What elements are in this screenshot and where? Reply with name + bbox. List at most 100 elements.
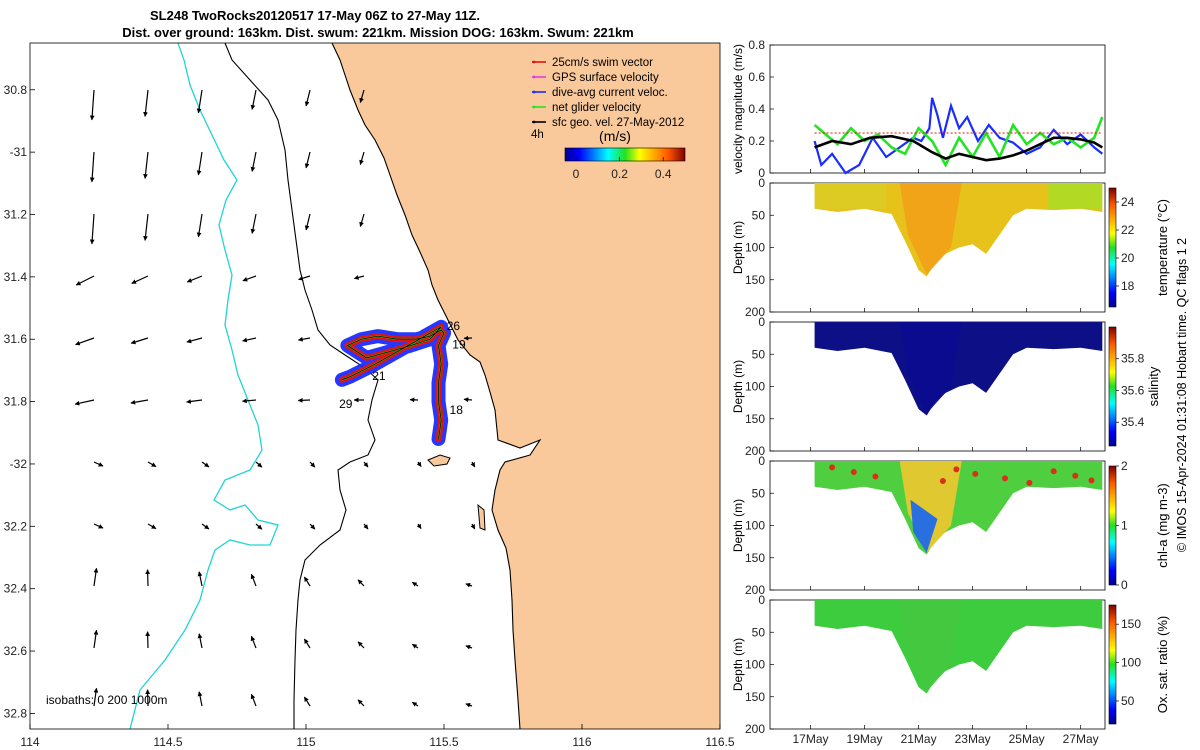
- velocity-arrow: [297, 397, 311, 403]
- chla-section-colorbar: [1108, 465, 1117, 586]
- colorbar-tick-label: 0: [1121, 578, 1128, 592]
- velocity-arrow: [242, 337, 257, 343]
- track-path: [341, 326, 445, 440]
- velocity-arrow: [89, 151, 95, 183]
- colorbar-tick-label: 35.4: [1121, 415, 1145, 429]
- velocity-arrow: [143, 151, 149, 179]
- imos-credit-label: © IMOS 15-Apr-2024 01:31:08 Hobart time.…: [1175, 238, 1189, 552]
- velocity-arrow: [197, 571, 203, 587]
- velocity-arrow: [147, 523, 157, 530]
- section-y-tick-label: 100: [745, 658, 765, 672]
- section-ylabel: Depth (m): [731, 221, 745, 274]
- section-y-tick-label: 200: [745, 305, 765, 319]
- velocity-arrow: [93, 523, 104, 529]
- section-y-tick-label: 50: [752, 347, 766, 361]
- velocity-arrow: [304, 213, 311, 231]
- chla-section-deep: [910, 499, 938, 553]
- temperature-section-colorbar: [1108, 187, 1117, 308]
- velocity-arrow: [186, 337, 203, 344]
- salinity-section-panel: 0 50 100 150 200 Depth (m) 35.4 35.6 35.8salinit…: [731, 315, 1161, 458]
- section-y-tick-label: 150: [745, 412, 765, 426]
- velocity-series: [813, 97, 1104, 175]
- velocity-arrow: [416, 523, 422, 529]
- velocity-arrow: [303, 576, 311, 587]
- date-tick-label: 19May: [847, 732, 883, 746]
- land-area: [332, 43, 720, 729]
- velocity-arrow: [197, 633, 203, 649]
- velocity-arrow: [309, 523, 316, 530]
- section-y-tick-label: 0: [758, 315, 765, 329]
- velocity-arrow: [89, 89, 95, 121]
- velocity-arrow: [298, 275, 311, 281]
- velocity-ylabel: velocity magnitude (m/s): [731, 44, 745, 174]
- velocity-arrow: [250, 151, 257, 172]
- map-y-tick-label: 32.8: [4, 706, 28, 720]
- velocity-smoothed-line: [814, 134, 1103, 162]
- colorbar-tick-label: 100: [1121, 656, 1141, 670]
- velocity-arrow: [75, 337, 95, 346]
- oxygen-section-panel: 0 50 100 150 200 Depth (m) 50 100 150 Ox. sat. ra…: [731, 593, 1170, 736]
- colorbar-tick-label: 2: [1121, 459, 1128, 473]
- figure-title-line2: Dist. over ground: 163km. Dist. swum: 22…: [122, 25, 634, 40]
- section-y-tick-label: 200: [745, 722, 765, 736]
- velocity-net-line: [813, 116, 1104, 168]
- legend-marker: [532, 60, 536, 64]
- chla-section-sample: [972, 470, 979, 477]
- velocity-arrow: [131, 275, 149, 284]
- map-y-tick-label: 31.8: [4, 395, 28, 409]
- velocity-arrow: [130, 337, 149, 345]
- velocity-arrow: [359, 213, 365, 227]
- colorbar-tick-label: 50: [1121, 694, 1135, 708]
- section-ylabel: Depth (m): [731, 360, 745, 413]
- legend-marker: [532, 120, 536, 124]
- velocity-arrow: [197, 691, 203, 707]
- velocity-y-tick-label: 0.8: [748, 38, 765, 52]
- legend-marker: [532, 90, 536, 94]
- speed-colorbar-ticks: 0 0.2 0.4: [573, 157, 672, 181]
- track-day-label: 26: [447, 319, 461, 333]
- chla-section-sample: [1002, 475, 1008, 482]
- chla-section-panel: 0 50 100 150 200 Depth (m) 0 1 2 chl-a (mg m-3): [731, 454, 1170, 597]
- map-frame: [29, 42, 721, 730]
- colorbar-tick-label: 35.8: [1121, 352, 1145, 366]
- velocity-y-tick-label: 0.6: [748, 70, 765, 84]
- chla-section-sample: [829, 464, 836, 471]
- temperature-section-band: [814, 183, 887, 209]
- velocity-arrow: [353, 275, 365, 280]
- map-legend: 25cm/s swim vector GPS surface velocity di…: [531, 57, 686, 181]
- velocity-arrow: [241, 398, 257, 404]
- glider-track: [334, 319, 451, 446]
- velocity-arrow: [411, 581, 419, 587]
- velocity-arrow: [411, 701, 419, 707]
- velocity-arrow: [250, 213, 257, 234]
- map-x-tick-label: 116: [572, 735, 591, 749]
- velocity-arrow: [186, 275, 203, 283]
- track-day-labels: 26 19 21 29 18: [339, 319, 466, 417]
- velocity-arrow: [242, 275, 257, 282]
- section-y-tick-label: 50: [752, 625, 766, 639]
- velocity-arrow: [463, 397, 473, 403]
- velocity-arrow: [304, 89, 311, 107]
- track-day-label: 21: [372, 369, 386, 383]
- velocity-arrow: [75, 275, 95, 286]
- chla-section-sample: [850, 469, 857, 475]
- velocity-arrow: [470, 461, 476, 468]
- velocity-arrow: [303, 638, 311, 649]
- velocity-arrow: [201, 461, 210, 468]
- colorbar-tick-label: 0.4: [655, 167, 672, 181]
- velocity-arrow: [309, 461, 316, 468]
- section-y-tick-label: 50: [752, 486, 766, 500]
- chla-section-sample: [939, 478, 946, 484]
- legend-entry-label: dive-avg current veloc.: [552, 87, 668, 99]
- velocity-arrow: [303, 696, 311, 707]
- velocity-arrow: [250, 89, 257, 110]
- section-ylabel: Depth (m): [731, 499, 745, 552]
- temperature-section-core: [899, 183, 962, 275]
- velocity-arrow: [411, 643, 419, 649]
- oxygen-section-core: [899, 600, 962, 692]
- map-y-tick-label: 32.4: [4, 582, 28, 596]
- velocity-panel: 0 0.2 0.4 0.6 0.8 velocity magnitude (m/s): [731, 38, 1106, 180]
- chla-section-cbar-label: chl-a (mg m-3): [1155, 483, 1170, 568]
- velocity-y-tick-label: 0: [758, 166, 765, 180]
